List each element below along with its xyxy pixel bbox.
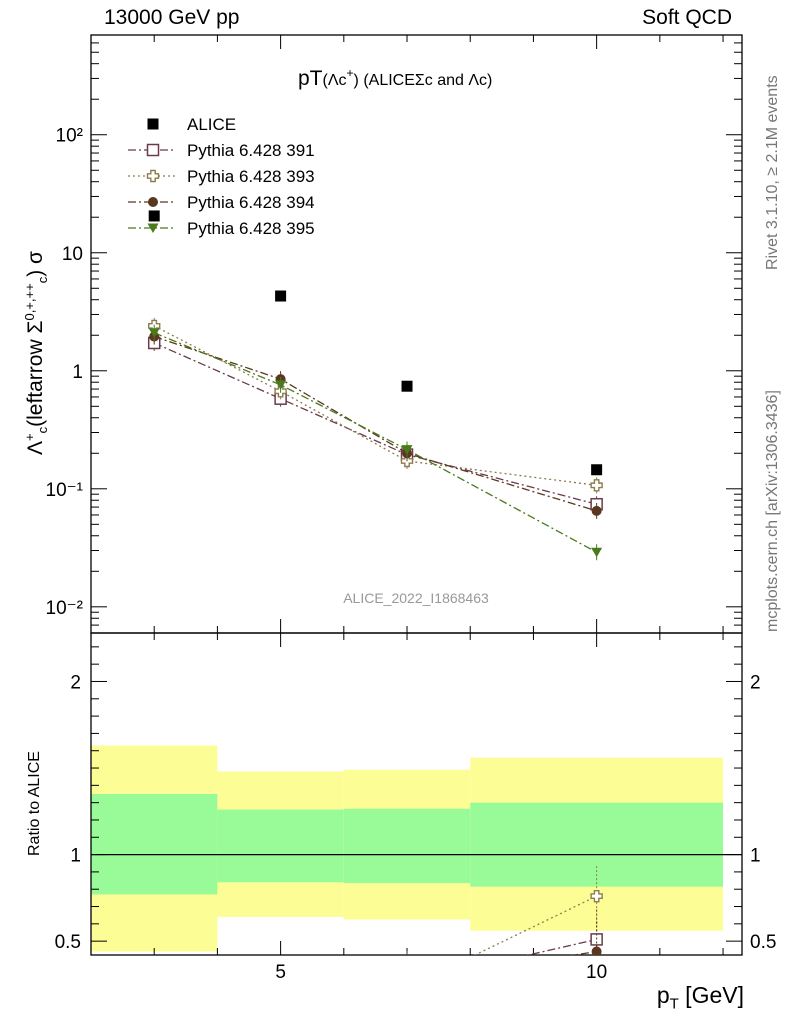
legend-marker-pythia-6-428-393 (146, 169, 160, 183)
legend-marker-pythia-6-428-394 (148, 197, 158, 207)
data-point-alice (275, 290, 287, 302)
data-point-alice (148, 210, 160, 222)
legend-label-pythia-6-428-391: Pythia 6.428 391 (187, 141, 315, 160)
ratio-point-pythia-6-428-394 (402, 976, 412, 986)
ratio-line-pythia-6-428-393 (473, 895, 597, 955)
data-point-pythia-6-428-395 (275, 380, 287, 390)
x-axis-label: pT [GeV] (656, 982, 744, 1013)
series-line-pythia-6-428-395 (153, 332, 597, 553)
main-series-group (147, 210, 603, 561)
legend-label-pythia-6-428-394: Pythia 6.428 394 (187, 193, 315, 212)
green-band-1 (217, 809, 344, 883)
series-line-pythia-6-428-393 (153, 325, 597, 486)
series-line-pythia-6-428-391 (153, 342, 597, 505)
ratio-point-pythia-6-428-393 (590, 889, 603, 903)
data-point-pythia-6-428-393 (590, 479, 603, 492)
ratio-point-pythia-6-428-394 (591, 946, 602, 955)
green-band-2 (343, 808, 471, 884)
header-left-label: 13000 GeV pp (104, 6, 240, 29)
ratio-point-pythia-6-428-393 (402, 982, 413, 993)
ratio-frame (90, 632, 743, 956)
main-y-tick-label: 10⁻¹ (46, 480, 84, 501)
main-y-tick-label: 1 (72, 362, 83, 383)
legend-marker-pythia-6-428-395 (147, 223, 159, 233)
x-tick-label: 5 (275, 962, 286, 983)
main-y-tick-label: 10 (62, 244, 83, 265)
ratio-y-tick-label-right: 2 (750, 672, 761, 693)
ratio-y-tick-label-right: 1 (750, 846, 761, 867)
analysis-watermark: ALICE_2022_I1868463 (343, 590, 489, 606)
ratio-line-pythia-6-428-394 (570, 950, 597, 955)
data-point-pythia-6-428-395 (591, 547, 603, 558)
legend-label-pythia-6-428-393: Pythia 6.428 393 (187, 167, 315, 186)
ratio-y-tick-label-left: 0.5 (55, 932, 81, 953)
data-point-pythia-6-428-395 (148, 328, 160, 338)
header-right-label: Soft QCD (642, 6, 732, 29)
main-y-tick-label: 10⁻² (46, 598, 84, 619)
legend-marker-alice (147, 118, 159, 130)
ratio-series-group (402, 866, 603, 993)
data-point-pythia-6-428-394 (591, 505, 602, 516)
ratio-line-pythia-6-428-391 (525, 938, 597, 955)
legend-marker-pythia-6-428-391 (146, 143, 160, 157)
series-line-pythia-6-428-394 (153, 335, 597, 512)
ratio-y-tick-label-left: 2 (70, 672, 81, 693)
plot-title: pT(Λc+) (ALICEΣc and Λc) (298, 66, 493, 90)
data-point-alice (591, 464, 603, 476)
ratio-y-tick-label-left: 1 (70, 846, 81, 867)
ratio-bands (91, 745, 724, 952)
green-band-0 (91, 794, 218, 895)
main-y-tick-label: 10² (56, 126, 83, 147)
legend-label-pythia-6-428-395: Pythia 6.428 395 (187, 219, 315, 238)
data-point-pythia-6-428-395 (401, 445, 413, 455)
ratio-y-tick-label-right: 0.5 (750, 932, 776, 953)
ratio-point-pythia-6-428-391 (402, 977, 413, 988)
green-band-3 (470, 802, 724, 887)
legend: ALICE Pythia 6.428 391 Pythia 6.428 393 Pyt… (128, 115, 315, 238)
legend-label-alice: ALICE (187, 115, 236, 134)
x-tick-label: 10 (586, 962, 607, 983)
data-point-alice (401, 380, 413, 392)
